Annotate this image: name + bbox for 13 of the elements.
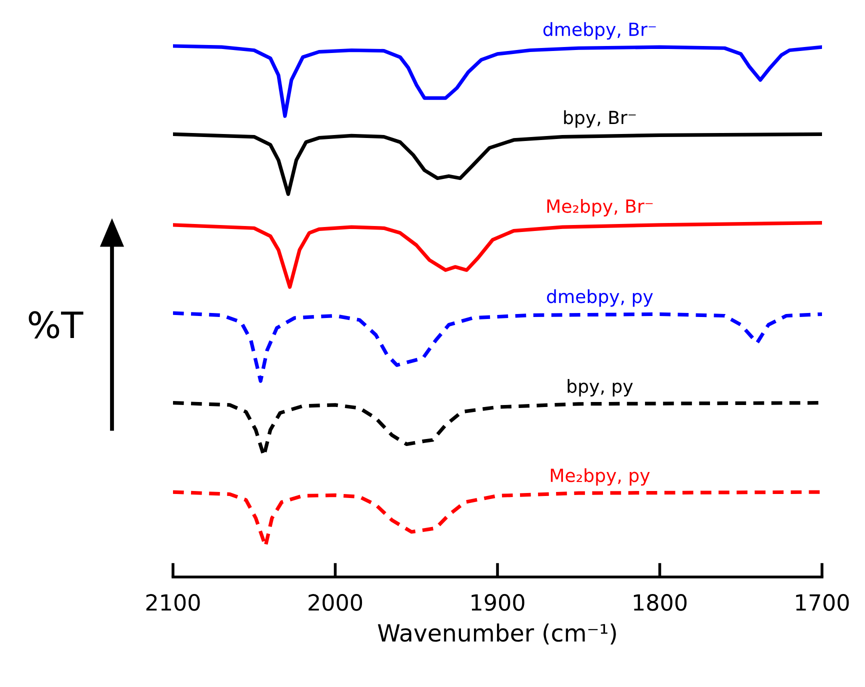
series-label: dmebpy, Br⁻ xyxy=(543,22,656,40)
y-axis-title: %T xyxy=(28,311,84,338)
x-tick-label: 2000 xyxy=(308,594,362,611)
series-label: bpy, py xyxy=(568,378,633,396)
x-tick-label: 2100 xyxy=(146,594,200,611)
series-label: dmebpy, py xyxy=(547,289,653,307)
x-tick-label: 1800 xyxy=(634,594,687,611)
x-tick-label: 1700 xyxy=(796,594,849,611)
series-label: Me₂bpy, Br⁻ xyxy=(547,198,653,216)
series-label: Me₂bpy, py xyxy=(550,468,650,486)
x-axis-title: Wavenumber (cm⁻¹) xyxy=(378,624,616,645)
series-label: bpy, Br⁻ xyxy=(564,110,636,128)
x-tick-label: 1900 xyxy=(472,594,524,611)
